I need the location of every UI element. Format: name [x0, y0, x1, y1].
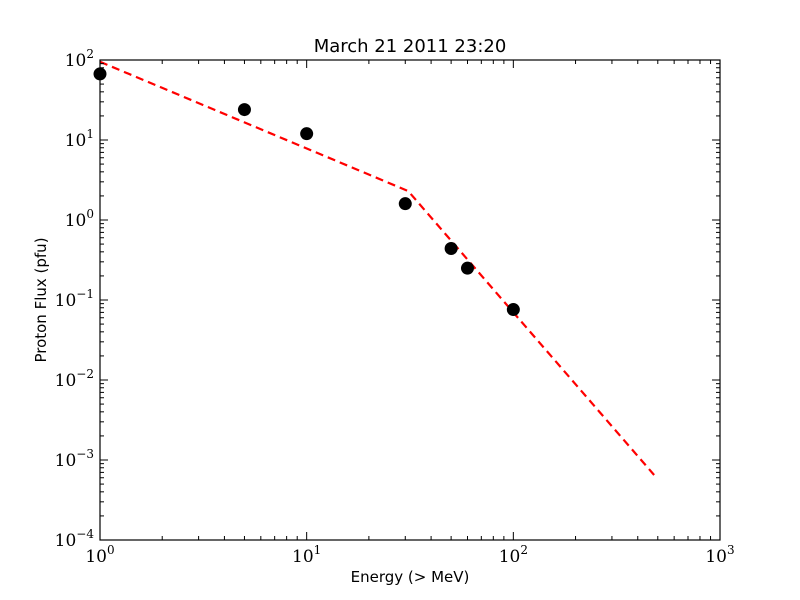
y-tick-label: 102 — [65, 47, 94, 71]
power-law-fit-line — [99, 60, 655, 476]
x-tick-label: 101 — [292, 543, 321, 567]
y-tick-label: 10−3 — [55, 447, 94, 471]
plot-frame — [99, 59, 721, 541]
y-tick-label: 10−4 — [55, 527, 95, 551]
x-tick-label: 102 — [499, 543, 528, 567]
data-points-group — [93, 67, 520, 317]
data-point — [444, 242, 458, 256]
data-point — [398, 197, 412, 211]
chart-title: March 21 2011 23:20 — [314, 36, 507, 57]
data-point — [460, 261, 474, 275]
y-tick-label: 100 — [65, 207, 94, 231]
axis-ticks-group: 100 101 102 103 10−4 10−3 10−2 10−1 100 101 102 — [55, 47, 735, 567]
y-axis-label: Proton Flux (pfu) — [32, 237, 50, 362]
data-point — [300, 127, 314, 141]
fit-line-group — [99, 60, 655, 476]
y-tick-label: 10−1 — [55, 287, 94, 311]
data-point — [506, 303, 520, 317]
x-tick-label: 100 — [85, 543, 114, 567]
x-tick-label: 103 — [705, 543, 734, 567]
y-tick-label: 101 — [65, 127, 94, 151]
x-axis-label: Energy (> MeV) — [351, 568, 470, 586]
y-tick-label: 10−2 — [55, 367, 94, 391]
data-point — [237, 103, 251, 117]
plot-area — [100, 60, 720, 540]
